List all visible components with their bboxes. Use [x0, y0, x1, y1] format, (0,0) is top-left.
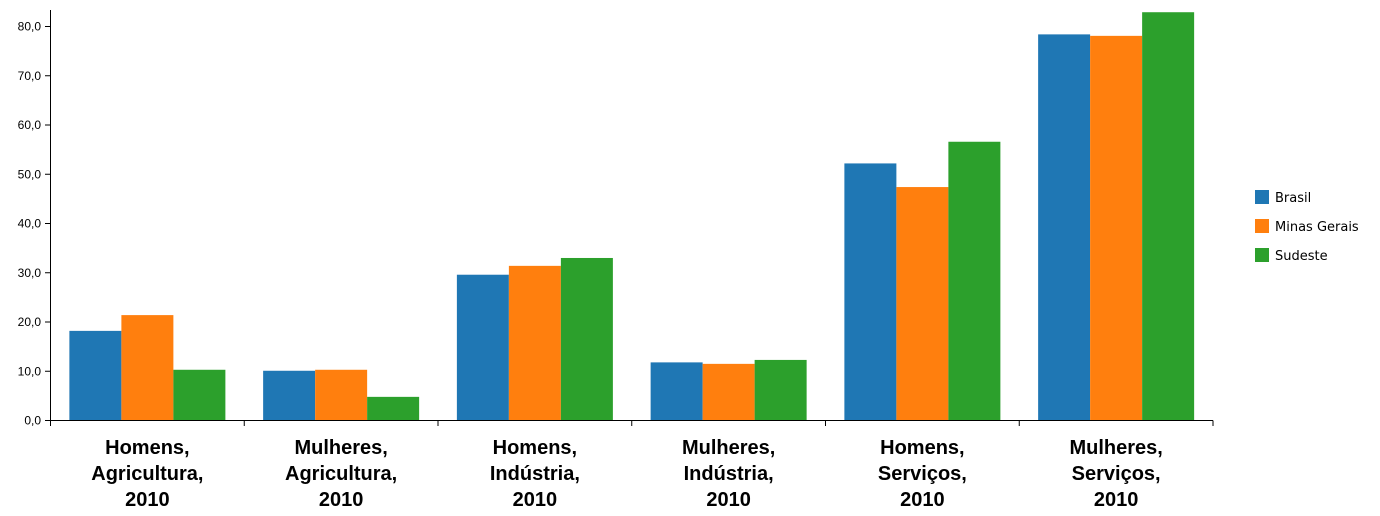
legend: Brasil Minas Gerais Sudeste — [1255, 190, 1359, 264]
bar-brasil-4 — [650, 362, 703, 421]
y-tick-label: 70,0 — [18, 69, 42, 83]
legend-swatch-minas-gerais — [1255, 219, 1269, 233]
legend-swatch-brasil — [1255, 190, 1269, 204]
category-label: Homens, Serviços, 2010 — [878, 437, 967, 511]
category-label: Homens, Agricultura, 2010 — [91, 437, 203, 511]
legend-label-minas-gerais: Minas Gerais — [1275, 220, 1359, 235]
bar-sudeste-5 — [948, 141, 1001, 421]
bar-brasil-2 — [263, 370, 316, 421]
category-label: Mulheres, Agricultura, 2010 — [285, 437, 397, 511]
y-axis-ticks: 0,0 10,0 20,0 30,0 40,0 50,0 60,0 70,0 80,0 — [18, 20, 51, 428]
y-tick-label: 80,0 — [18, 20, 42, 34]
bar-sudeste-2 — [367, 396, 420, 421]
category-label: Homens, Indústria, 2010 — [490, 437, 580, 511]
bar-minas-gerais-5 — [896, 187, 949, 421]
bar-minas-gerais-1 — [121, 315, 174, 421]
bar-brasil-5 — [844, 163, 897, 421]
bar-sudeste-1 — [173, 369, 226, 421]
bar-minas-gerais-3 — [508, 265, 561, 421]
y-tick-label: 20,0 — [18, 315, 42, 329]
bar-minas-gerais-6 — [1090, 35, 1143, 421]
category-label: Mulheres, Indústria, 2010 — [682, 437, 775, 511]
bar-sudeste-6 — [1142, 12, 1195, 421]
y-tick-label: 30,0 — [18, 266, 42, 280]
axes — [46, 10, 1213, 421]
legend-swatch-sudeste — [1255, 248, 1269, 262]
bar-minas-gerais-4 — [702, 363, 755, 421]
y-tick-label: 0,0 — [24, 414, 41, 428]
category-label: Mulheres, Serviços, 2010 — [1069, 437, 1162, 511]
y-tick-label: 40,0 — [18, 217, 42, 231]
legend-label-sudeste: Sudeste — [1275, 249, 1328, 264]
legend-label-brasil: Brasil — [1275, 191, 1311, 206]
y-tick-label: 60,0 — [18, 118, 42, 132]
bar-sudeste-3 — [560, 257, 613, 421]
y-tick-label: 10,0 — [18, 364, 42, 378]
bar-brasil-6 — [1038, 34, 1091, 421]
y-tick-label: 50,0 — [18, 167, 42, 181]
bars — [69, 12, 1195, 421]
bar-brasil-3 — [456, 274, 509, 421]
bar-minas-gerais-2 — [315, 369, 368, 421]
bar-brasil-1 — [69, 330, 122, 421]
bar-sudeste-4 — [754, 359, 807, 421]
x-axis-categories: Homens, Agricultura, 2010 Mulheres, Agricult… — [50, 420, 1214, 511]
